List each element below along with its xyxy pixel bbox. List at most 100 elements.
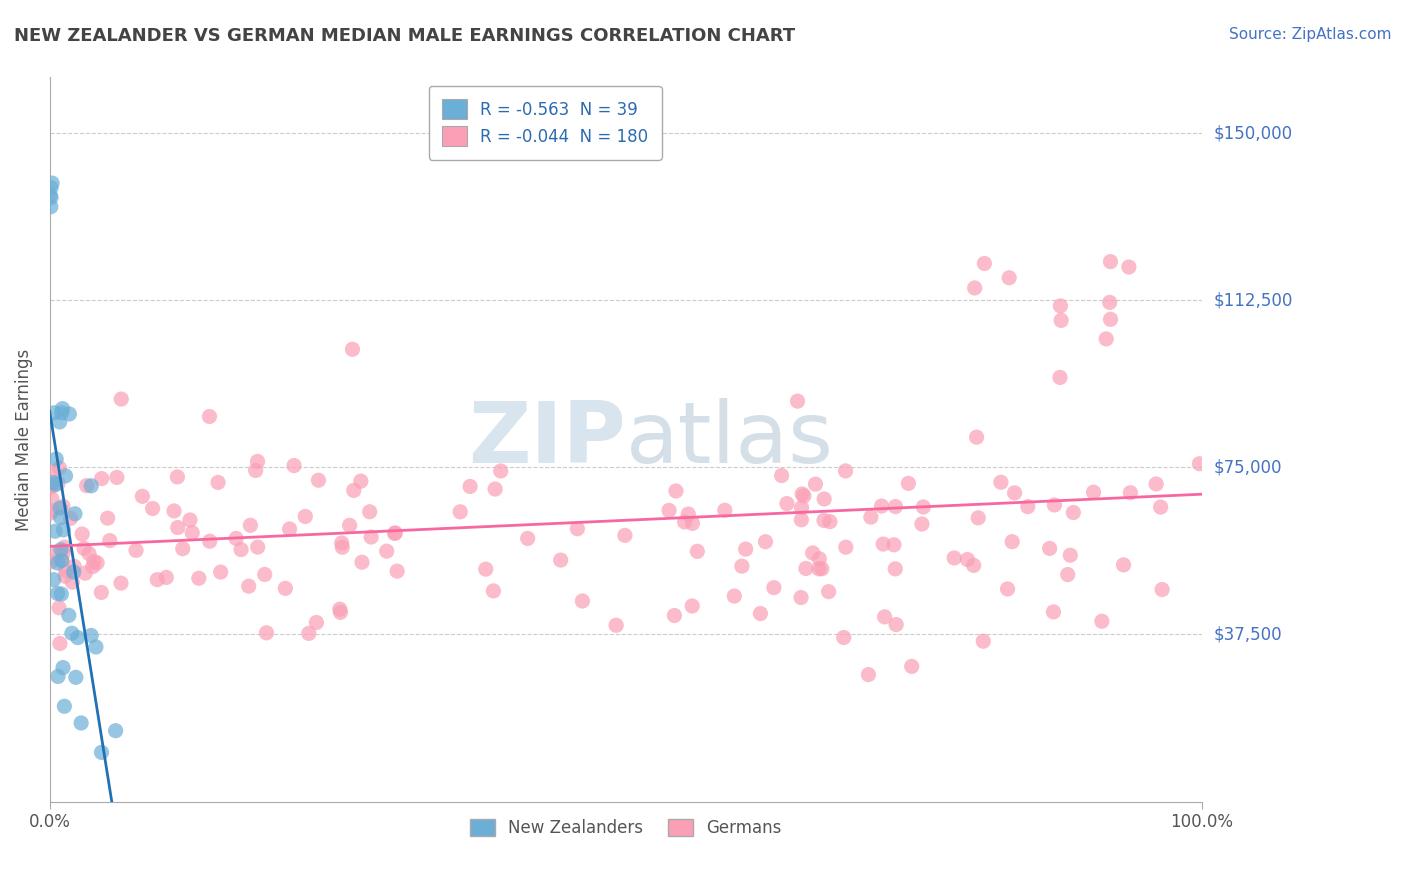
Point	[1049, 370, 1071, 384]
Point	[749, 607, 772, 621]
Point	[834, 464, 856, 478]
Point	[330, 541, 353, 555]
Point	[872, 537, 894, 551]
Point	[49, 636, 72, 650]
Point	[1083, 485, 1105, 500]
Point	[912, 500, 935, 514]
Point	[967, 511, 990, 525]
Point	[835, 540, 858, 554]
Point	[1099, 254, 1122, 268]
Point	[125, 543, 148, 558]
Point	[343, 483, 366, 498]
Point	[142, 501, 165, 516]
Point	[723, 589, 745, 603]
Point	[283, 458, 305, 473]
Point	[198, 409, 221, 424]
Y-axis label: Median Male Earnings: Median Male Earnings	[15, 349, 32, 531]
Point	[489, 464, 512, 478]
Point	[90, 745, 112, 759]
Point	[49, 510, 72, 524]
Point	[734, 542, 756, 557]
Point	[246, 540, 269, 554]
Point	[731, 559, 754, 574]
Point	[39, 190, 62, 204]
Point	[1017, 500, 1039, 514]
Point	[859, 510, 882, 524]
Point	[187, 571, 209, 585]
Point	[792, 487, 814, 501]
Point	[76, 478, 98, 492]
Point	[475, 562, 498, 576]
Point	[811, 562, 834, 576]
Point	[146, 573, 169, 587]
Point	[963, 281, 986, 295]
Point	[1152, 582, 1174, 597]
Point	[52, 660, 75, 674]
Point	[51, 587, 73, 601]
Point	[48, 600, 70, 615]
Point	[963, 558, 986, 573]
Point	[350, 555, 373, 569]
Text: ZIP: ZIP	[468, 398, 626, 481]
Point	[86, 556, 108, 570]
Point	[1049, 299, 1071, 313]
Point	[97, 511, 120, 525]
Point	[51, 553, 73, 567]
Point	[681, 599, 703, 613]
Point	[567, 522, 589, 536]
Point	[256, 625, 278, 640]
Point	[571, 594, 593, 608]
Point	[813, 513, 835, 527]
Point	[80, 628, 103, 642]
Point	[44, 406, 66, 420]
Point	[384, 525, 406, 540]
Point	[41, 176, 63, 190]
Point	[166, 520, 188, 534]
Point	[65, 670, 87, 684]
Point	[46, 586, 69, 600]
Point	[990, 475, 1012, 490]
Point	[44, 524, 66, 539]
Point	[1095, 332, 1118, 346]
Text: Source: ZipAtlas.com: Source: ZipAtlas.com	[1229, 27, 1392, 42]
Point	[66, 631, 89, 645]
Point	[613, 528, 636, 542]
Point	[1059, 548, 1081, 562]
Point	[39, 545, 62, 559]
Point	[813, 491, 835, 506]
Point	[804, 477, 827, 491]
Point	[39, 478, 62, 492]
Point	[1119, 485, 1142, 500]
Point	[84, 640, 107, 654]
Point	[58, 608, 80, 623]
Point	[794, 561, 817, 575]
Point	[482, 583, 505, 598]
Point	[375, 544, 398, 558]
Point	[832, 631, 855, 645]
Text: $150,000: $150,000	[1213, 124, 1292, 142]
Point	[790, 591, 813, 605]
Point	[1188, 457, 1211, 471]
Point	[48, 415, 70, 429]
Point	[884, 500, 907, 514]
Point	[900, 659, 922, 673]
Point	[155, 570, 177, 584]
Point	[330, 536, 353, 550]
Point	[52, 546, 75, 560]
Point	[305, 615, 328, 630]
Point	[39, 188, 62, 202]
Point	[681, 516, 703, 531]
Point	[997, 582, 1019, 596]
Point	[39, 506, 62, 520]
Point	[793, 489, 815, 503]
Point	[53, 540, 76, 554]
Point	[39, 180, 62, 194]
Point	[658, 503, 681, 517]
Point	[294, 509, 316, 524]
Point	[359, 505, 381, 519]
Point	[55, 564, 77, 578]
Point	[673, 515, 696, 529]
Point	[90, 585, 112, 599]
Point	[51, 406, 73, 420]
Point	[776, 497, 799, 511]
